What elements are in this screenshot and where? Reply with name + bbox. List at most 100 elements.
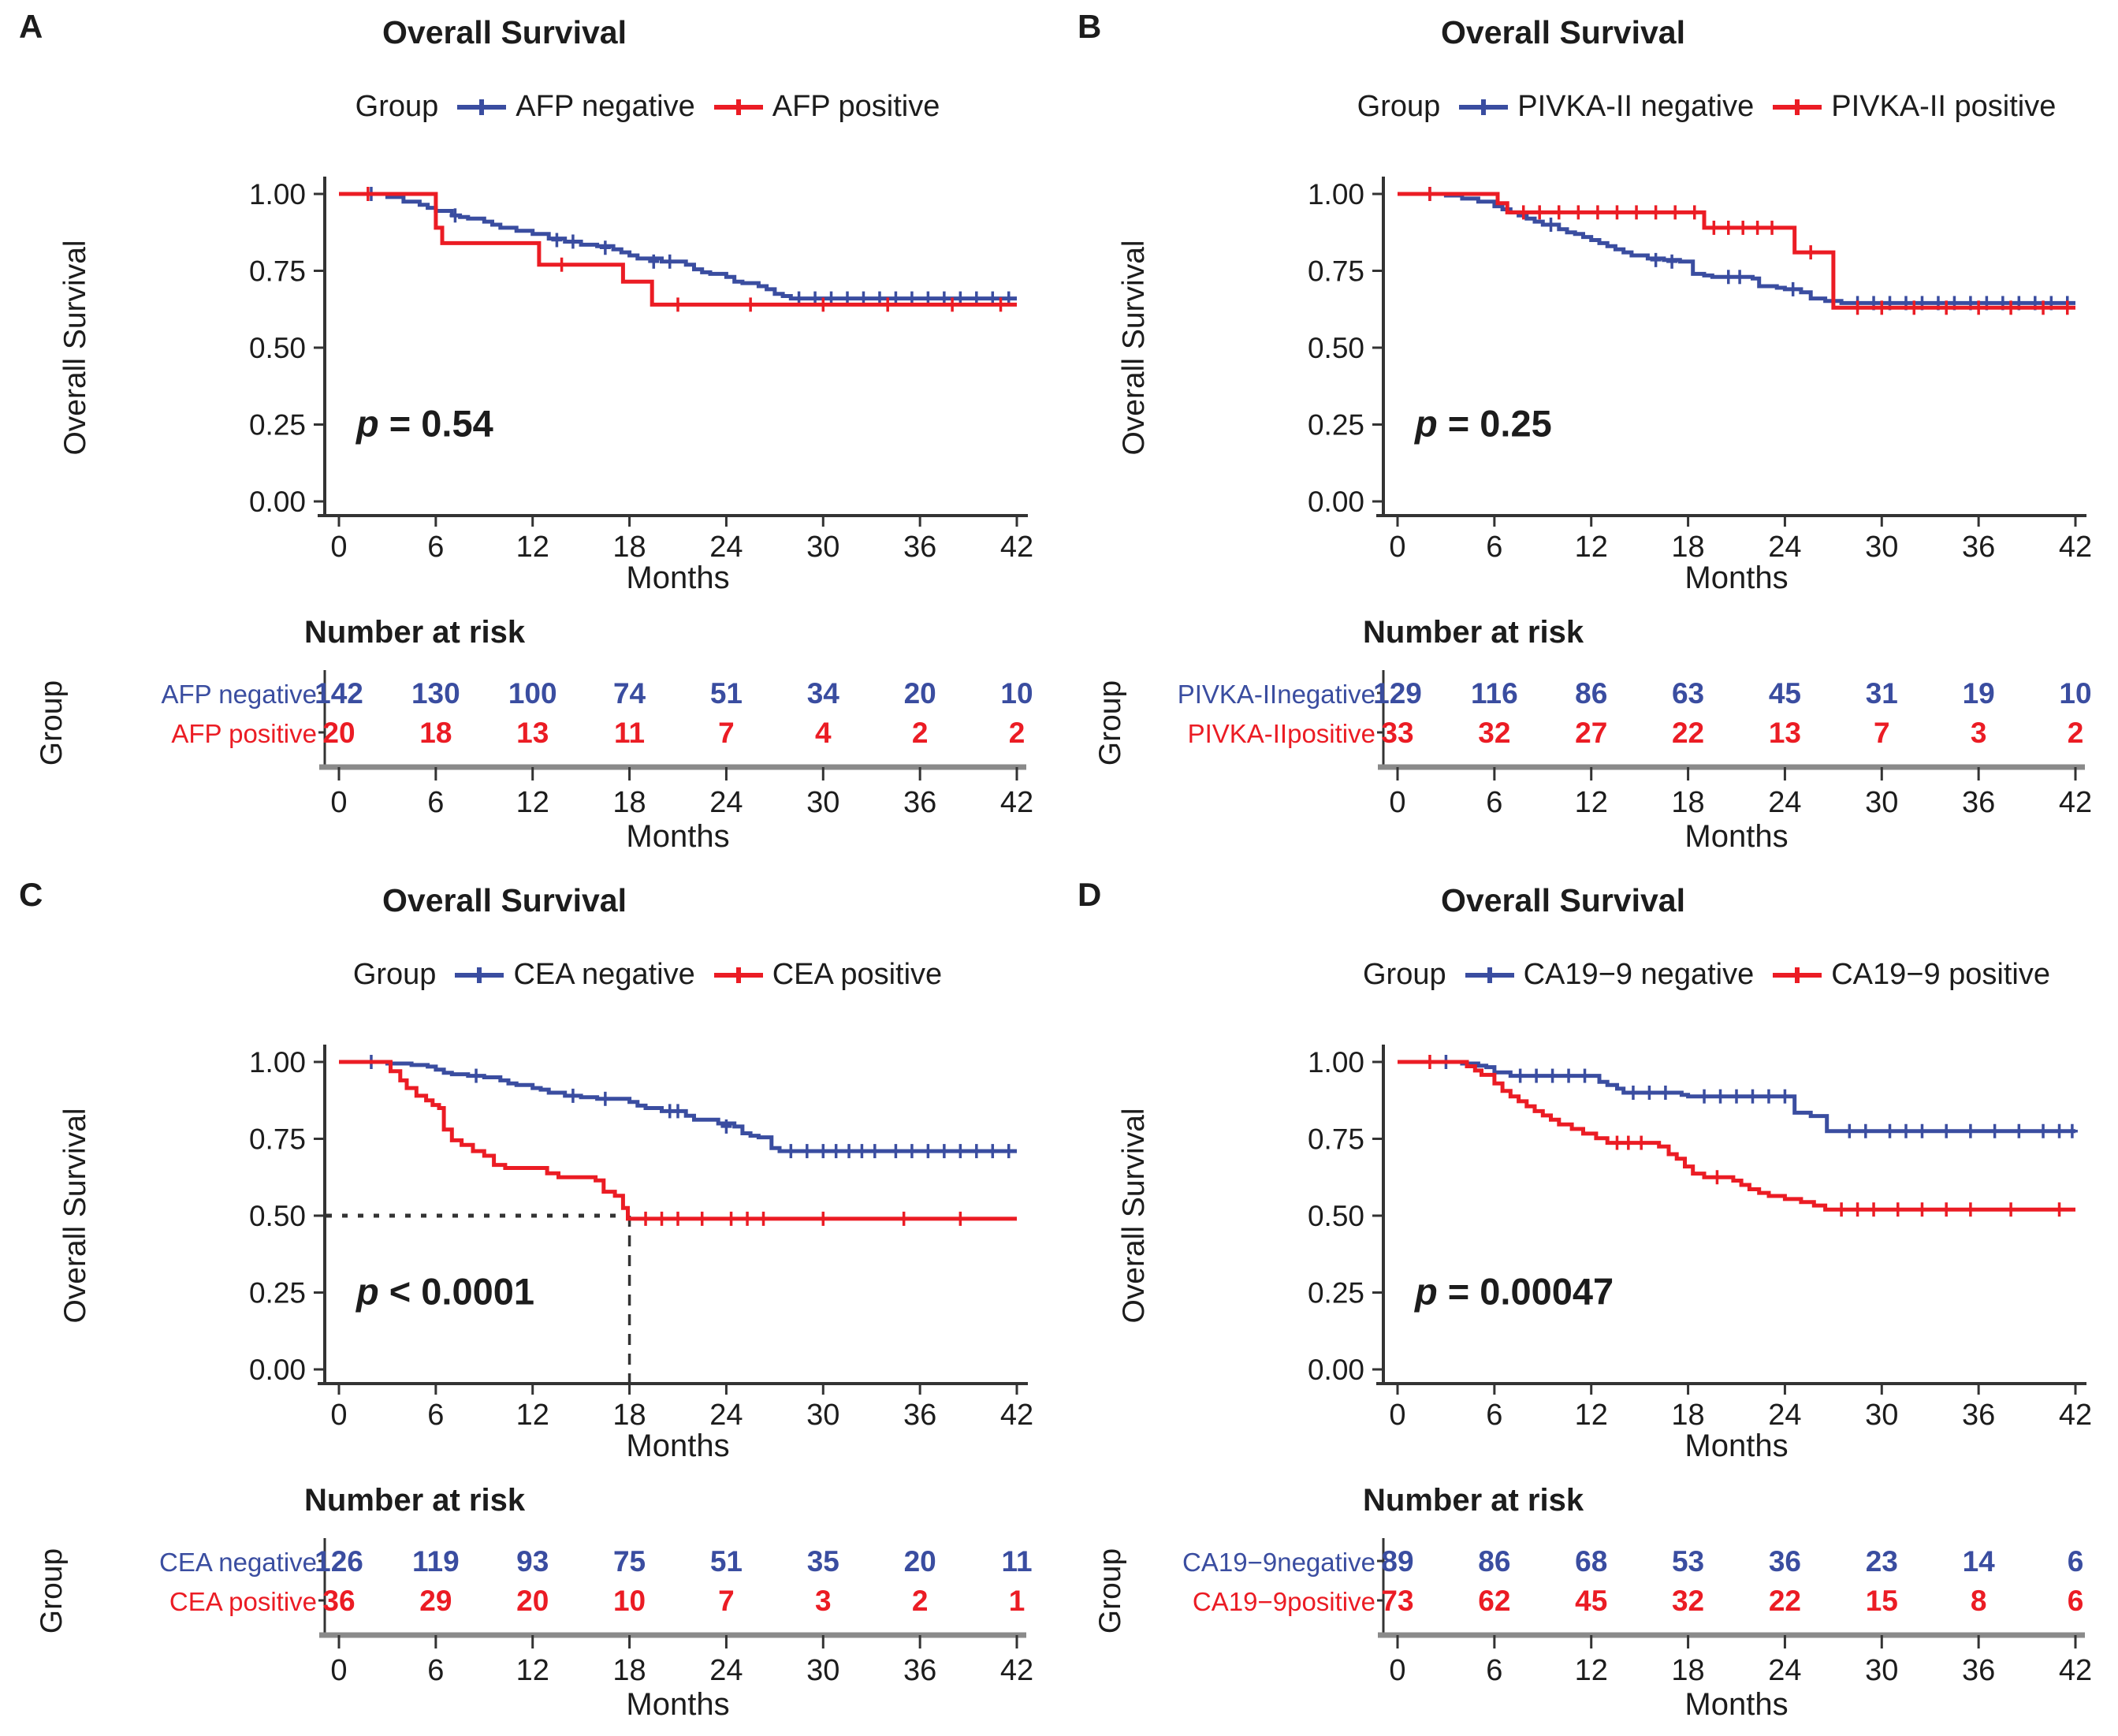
risk-table: Group PIVKA-IInegative 129 116 86 63 45 31 19 10 P… <box>1059 664 2117 867</box>
legend-label: AFP positive <box>772 90 940 123</box>
svg-text:34: 34 <box>807 677 840 710</box>
svg-text:24: 24 <box>1768 1399 1801 1432</box>
svg-text:0.50: 0.50 <box>1308 1200 1364 1232</box>
panel-d: D Overall Survival Group CA19−9 negative… <box>1059 868 2118 1736</box>
svg-text:116: 116 <box>1471 677 1518 710</box>
svg-text:6: 6 <box>1486 1399 1502 1432</box>
svg-text:42: 42 <box>2059 786 2092 819</box>
svg-text:6: 6 <box>427 531 444 564</box>
svg-text:18: 18 <box>1671 786 1704 819</box>
svg-text:75: 75 <box>613 1545 646 1578</box>
risk-group-label: Group <box>35 1548 69 1634</box>
svg-text:74: 74 <box>613 677 646 710</box>
censor-marks <box>1424 187 2073 315</box>
panel-letter: B <box>1078 8 1102 45</box>
svg-text:29: 29 <box>419 1585 452 1617</box>
risk-table: Group CEA negative 126 119 93 75 51 35 20 11 CEA p… <box>0 1532 1059 1735</box>
svg-text:1.00: 1.00 <box>249 178 306 210</box>
svg-text:23: 23 <box>1866 1545 1898 1578</box>
risk-group-label: Group <box>1093 1548 1127 1634</box>
svg-text:51: 51 <box>710 1545 743 1578</box>
svg-text:0.25: 0.25 <box>249 1277 306 1309</box>
legend: Group CA19−9 negative CA19−9 positive <box>1059 958 2118 992</box>
svg-text:2: 2 <box>912 717 929 749</box>
legend-label: PIVKA-II positive <box>1831 90 2057 123</box>
svg-text:45: 45 <box>1769 677 1801 710</box>
svg-text:19: 19 <box>1963 677 1995 710</box>
svg-text:36: 36 <box>1962 1654 1995 1687</box>
risk-table-title: Number at risk <box>304 1483 526 1518</box>
km-curve-negative <box>339 187 1017 306</box>
km-plot: 1.00 0.75 0.50 0.25 0.00 Overall Survival 0 6 12… <box>1059 1015 2117 1464</box>
legend-item-positive: CEA positive <box>713 958 942 992</box>
svg-text:2: 2 <box>912 1585 929 1617</box>
svg-text:7: 7 <box>718 717 735 749</box>
x-axis-title: Months <box>626 1429 729 1463</box>
risk-axis-left <box>1377 670 1385 765</box>
svg-text:35: 35 <box>807 1545 839 1578</box>
svg-text:31: 31 <box>1866 677 1898 710</box>
legend-title: Group <box>355 90 439 123</box>
svg-text:42: 42 <box>1000 531 1033 564</box>
svg-text:15: 15 <box>1866 1585 1898 1617</box>
legend-label: CA19−9 negative <box>1523 958 1755 991</box>
km-plot-svg: 1.00 0.75 0.50 0.25 0.00 Overall Survival 0 6 12… <box>58 177 1033 595</box>
svg-text:12: 12 <box>516 531 549 564</box>
svg-text:0.75: 0.75 <box>1308 255 1364 288</box>
km-plot: 1.00 0.75 0.50 0.25 0.00 Overall Survival 0 6 12… <box>1059 147 2117 596</box>
panel-title: Overall Survival <box>1441 882 1685 918</box>
svg-text:24: 24 <box>709 1399 743 1432</box>
risk-row: CA19−9positive 73 62 45 32 22 15 8 6 <box>1193 1585 2083 1617</box>
svg-text:18: 18 <box>612 1654 646 1687</box>
legend-item-positive: AFP positive <box>713 90 940 124</box>
svg-text:6: 6 <box>1486 786 1502 819</box>
svg-text:18: 18 <box>612 1399 646 1432</box>
svg-text:6: 6 <box>427 1654 444 1687</box>
svg-text:45: 45 <box>1575 1585 1607 1617</box>
km-curve-positive <box>1398 1055 2075 1217</box>
svg-text:0: 0 <box>1389 1654 1405 1687</box>
svg-text:22: 22 <box>1672 717 1704 749</box>
risk-group-label: Group <box>35 680 69 766</box>
legend-item-negative: CEA negative <box>453 958 695 992</box>
svg-text:11: 11 <box>614 717 645 749</box>
legend-title: Group <box>1362 958 1446 991</box>
x-axis: 0 6 12 18 24 30 36 42 <box>330 516 1033 564</box>
km-line-marker-icon <box>1465 967 1514 983</box>
svg-text:0.25: 0.25 <box>249 409 306 441</box>
svg-text:30: 30 <box>806 531 839 564</box>
svg-text:36: 36 <box>1962 786 1995 819</box>
risk-x-axis-title: Months <box>626 1687 729 1722</box>
km-line-marker-icon <box>713 99 763 115</box>
km-line-marker-icon <box>713 967 763 983</box>
censor-marks <box>1424 1055 2065 1217</box>
svg-text:3: 3 <box>815 1585 832 1617</box>
svg-text:CA19−9negative: CA19−9negative <box>1182 1548 1375 1577</box>
risk-row: PIVKA-IIpositive 33 32 27 22 13 7 3 2 <box>1188 717 2084 749</box>
legend-item-positive: CA19−9 positive <box>1771 958 2050 992</box>
svg-text:142: 142 <box>315 677 363 710</box>
km-plot-svg: 1.00 0.75 0.50 0.25 0.00 Overall Survival 0 6 12… <box>1117 177 2092 595</box>
x-axis: 0 6 12 18 24 30 36 42 <box>330 1384 1033 1432</box>
svg-text:0: 0 <box>330 786 347 819</box>
legend-label: PIVKA-II negative <box>1517 90 1755 123</box>
svg-text:12: 12 <box>1575 1654 1608 1687</box>
risk-x-axis-title: Months <box>626 819 729 854</box>
svg-text:18: 18 <box>419 717 452 749</box>
km-line-marker-icon <box>457 99 507 115</box>
svg-text:0.50: 0.50 <box>249 332 306 364</box>
svg-text:0: 0 <box>1389 1399 1405 1432</box>
y-axis: 1.00 0.75 0.50 0.25 0.00 <box>249 178 325 518</box>
svg-text:1.00: 1.00 <box>1308 1046 1364 1078</box>
km-plot-svg: 1.00 0.75 0.50 0.25 0.00 Overall Survival 0 6 12… <box>58 1045 1033 1463</box>
svg-text:33: 33 <box>1381 717 1413 749</box>
svg-text:30: 30 <box>1865 1399 1898 1432</box>
risk-axis-left <box>318 670 326 765</box>
svg-text:36: 36 <box>903 531 936 564</box>
svg-text:6: 6 <box>2068 1545 2084 1578</box>
